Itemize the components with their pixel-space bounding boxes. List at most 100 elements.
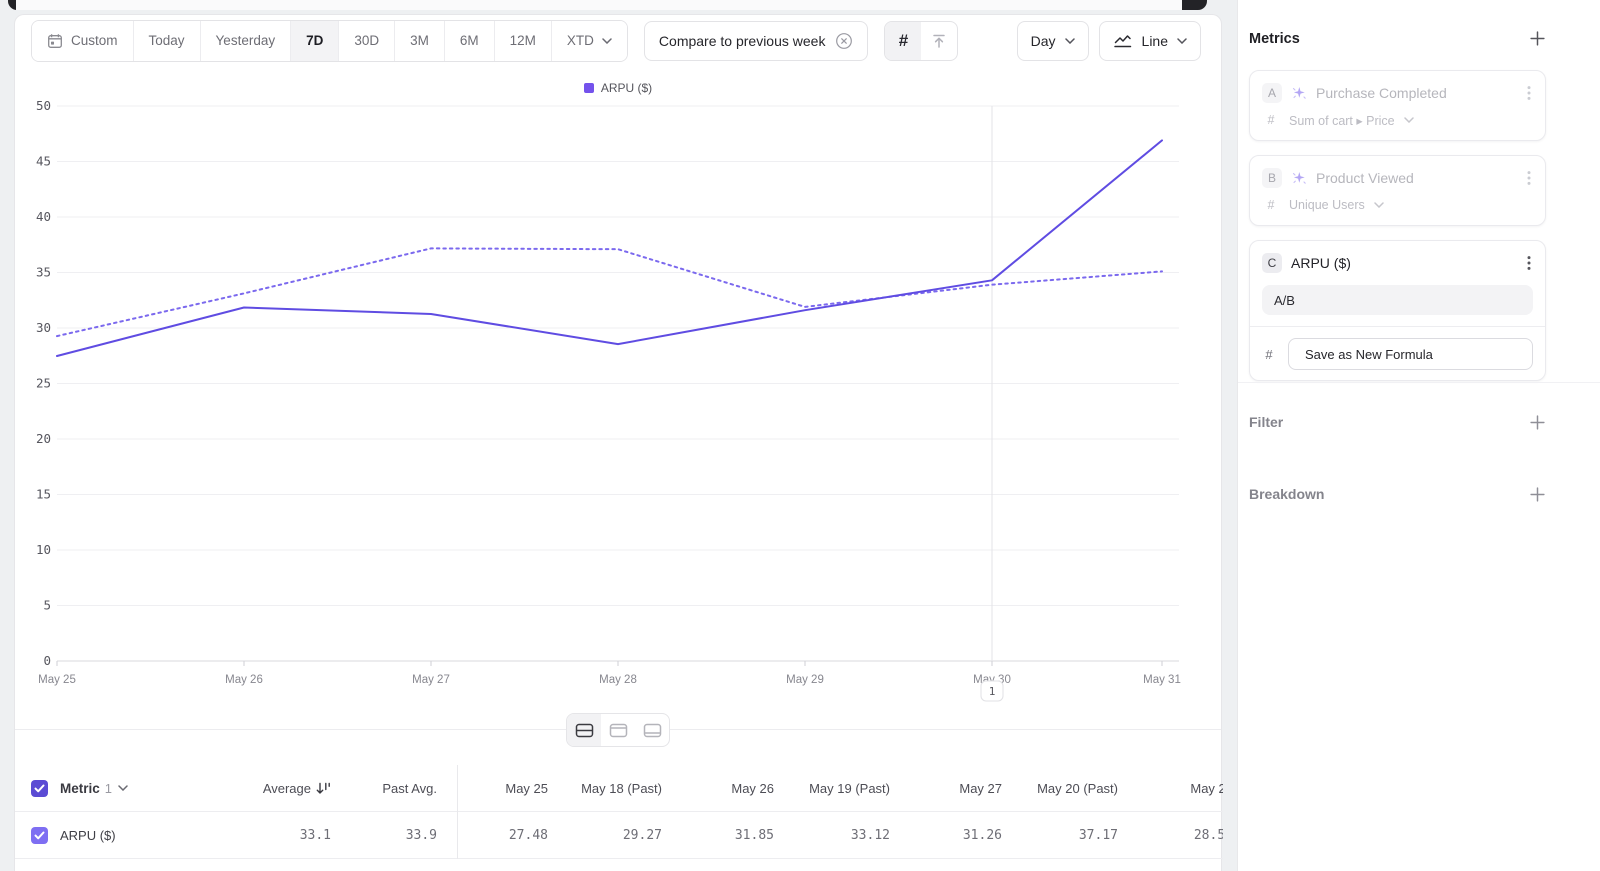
- svg-text:May 27: May 27: [412, 674, 450, 686]
- metric-title: Product Viewed: [1316, 170, 1414, 186]
- table-row[interactable]: ARPU ($) 33.1 33.9 27.48 29.27 31.85 33.12 31.2…: [15, 812, 1223, 859]
- kebab-menu-icon[interactable]: [1525, 83, 1533, 103]
- ai-sparkle-icon: [1291, 170, 1307, 186]
- chart-type-dropdown[interactable]: Line: [1098, 20, 1201, 61]
- svg-text:May 25: May 25: [38, 674, 76, 686]
- results-table: Metric 1 Average Past Avg. May 25 May 18 (Pas…: [15, 765, 1223, 859]
- sort-icon[interactable]: [316, 782, 331, 795]
- value-cell: 31.85: [734, 827, 774, 843]
- measure-label: Unique Users: [1289, 198, 1365, 212]
- card-divider: [1250, 326, 1545, 327]
- legend-label: ARPU ($): [600, 81, 653, 95]
- add-breakdown-button[interactable]: [1529, 486, 1546, 503]
- chart-toolbar: Custom Today Yesterday 7D 30D 3M 6M 12M XTD Comp…: [15, 15, 1221, 63]
- value-cell: 28.55: [1193, 827, 1223, 843]
- range-button-today[interactable]: Today: [132, 20, 200, 61]
- column-header[interactable]: May 20 (Past): [1037, 780, 1118, 796]
- svg-text:May 31: May 31: [1143, 674, 1181, 686]
- svg-text:5: 5: [43, 598, 51, 613]
- chevron-down-icon: [1403, 117, 1414, 123]
- svg-text:May 29: May 29: [786, 674, 824, 686]
- column-header[interactable]: May 19 (Past): [809, 780, 890, 796]
- svg-text:25: 25: [36, 376, 51, 391]
- layout-split-button[interactable]: [567, 714, 601, 746]
- arrow-up-from-line-icon: [931, 33, 947, 49]
- range-button-3m[interactable]: 3M: [394, 20, 444, 61]
- value-display-toggle: #: [884, 20, 959, 61]
- column-header[interactable]: May 26: [731, 780, 774, 796]
- range-button-6m[interactable]: 6M: [443, 20, 494, 61]
- add-filter-button[interactable]: [1529, 414, 1546, 431]
- remove-compare-icon[interactable]: [835, 32, 853, 50]
- date-range-group: Custom Today Yesterday 7D 30D 3M 6M 12M XTD: [31, 19, 628, 62]
- show-values-button[interactable]: #: [885, 21, 922, 60]
- column-header[interactable]: May 25: [505, 780, 548, 796]
- metric-row-name: ARPU ($): [60, 827, 116, 843]
- hash-icon: #: [1267, 198, 1275, 212]
- formula-input[interactable]: A/B: [1262, 285, 1533, 315]
- granularity-label: Day: [1030, 32, 1056, 49]
- kebab-menu-icon[interactable]: [1525, 253, 1533, 273]
- svg-text:15: 15: [36, 487, 51, 502]
- layout-table-only-button[interactable]: [635, 714, 669, 746]
- chevron-down-icon: [118, 785, 128, 791]
- range-button-xtd[interactable]: XTD: [550, 20, 627, 61]
- filter-section: Filter: [1249, 404, 1546, 440]
- checkbox[interactable]: [31, 779, 48, 797]
- breakdown-section: Breakdown: [1249, 476, 1546, 512]
- range-button-custom[interactable]: Custom: [32, 20, 133, 61]
- metric-card-a[interactable]: A Purchase Completed # Sum of cart ▸ Pri…: [1249, 70, 1546, 141]
- sidebar-divider: [1238, 382, 1600, 383]
- metric-count: 1: [104, 780, 112, 796]
- granularity-dropdown[interactable]: Day: [1016, 20, 1089, 61]
- value-cell: 27.48: [508, 827, 548, 843]
- column-header[interactable]: May 18 (Past): [581, 780, 662, 796]
- column-header[interactable]: May 27: [959, 780, 1002, 796]
- value-cell: 37.17: [1078, 827, 1118, 843]
- range-button-30d[interactable]: 30D: [338, 20, 395, 61]
- metric-badge: C: [1262, 253, 1282, 273]
- metric-measure-row[interactable]: # Sum of cart ▸ Price: [1262, 110, 1533, 130]
- compare-chip[interactable]: Compare to previous week: [643, 20, 869, 61]
- range-button-yesterday[interactable]: Yesterday: [199, 20, 291, 61]
- column-header[interactable]: Past Avg.: [382, 780, 437, 796]
- chevron-down-icon: [1064, 37, 1075, 44]
- add-metric-button[interactable]: [1529, 30, 1546, 47]
- metric-card-c[interactable]: C ARPU ($) A/B # Save as New Formula: [1249, 240, 1546, 381]
- column-header[interactable]: May 28: [1190, 780, 1223, 796]
- hash-icon: #: [1265, 346, 1273, 362]
- metric-row-cell[interactable]: ARPU ($): [15, 826, 245, 844]
- annotation-badge[interactable]: 1: [980, 680, 1004, 702]
- save-as-new-formula-button[interactable]: Save as New Formula: [1288, 338, 1533, 370]
- chevron-down-icon: [602, 37, 612, 44]
- value-cell: 33.9: [405, 827, 437, 843]
- svg-text:45: 45: [36, 154, 51, 169]
- range-button-12m[interactable]: 12M: [493, 20, 551, 61]
- metric-measure-row[interactable]: # Unique Users: [1262, 195, 1533, 215]
- svg-text:35: 35: [36, 265, 51, 280]
- metric-header-cell[interactable]: Metric 1: [15, 779, 245, 797]
- breakdown-title: Breakdown: [1249, 486, 1325, 502]
- metrics-header: Metrics: [1249, 30, 1546, 47]
- checkbox[interactable]: [31, 826, 48, 844]
- metric-title: ARPU ($): [1291, 255, 1351, 271]
- background-window-cover: [16, 0, 1182, 10]
- cumulative-button[interactable]: [921, 22, 957, 60]
- value-cell: 33.1: [299, 827, 331, 843]
- metric-badge: A: [1262, 83, 1282, 103]
- range-button-7d[interactable]: 7D: [290, 20, 339, 61]
- svg-text:1: 1: [989, 685, 996, 698]
- chart-panel: Custom Today Yesterday 7D 30D 3M 6M 12M XTD Comp…: [14, 14, 1223, 871]
- kebab-menu-icon[interactable]: [1525, 168, 1533, 188]
- legend-swatch: [583, 83, 594, 93]
- line-chart[interactable]: 0 5 10 15 20 25 30 35 40 45 50 May 25 May 26 May 27 Ma…: [15, 15, 1223, 721]
- layout-chart-only-button[interactable]: [601, 714, 635, 746]
- svg-text:20: 20: [36, 431, 51, 446]
- metric-card-b[interactable]: B Product Viewed # Unique Users: [1249, 155, 1546, 226]
- chevron-down-icon: [1177, 37, 1187, 44]
- calendar-icon: [47, 33, 63, 49]
- column-header[interactable]: Average: [245, 781, 345, 796]
- compare-chip-label: Compare to previous week: [658, 32, 826, 49]
- svg-text:40: 40: [36, 209, 51, 224]
